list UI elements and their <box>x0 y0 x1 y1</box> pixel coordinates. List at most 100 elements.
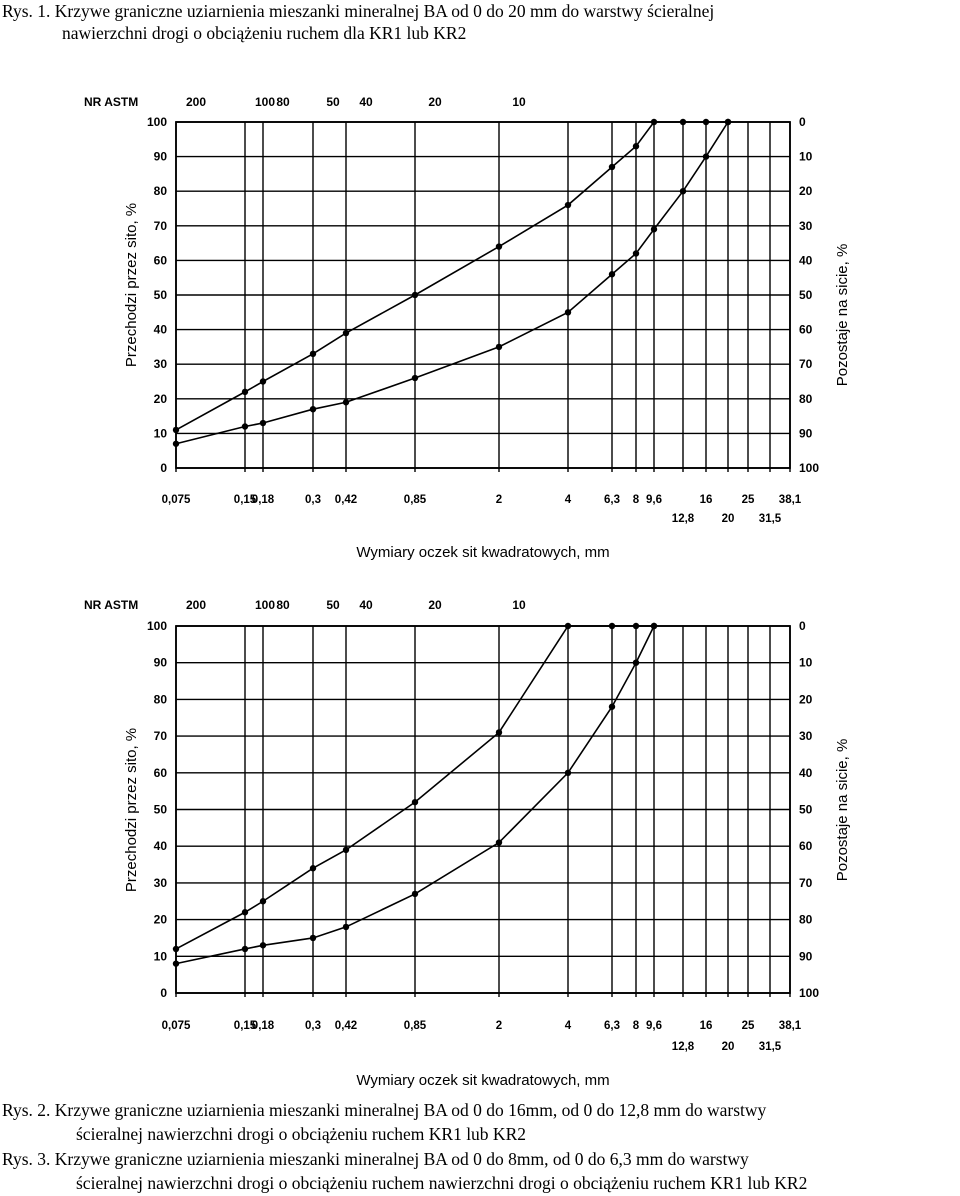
y2-tick-label: 40 <box>799 253 813 267</box>
data-point <box>411 798 419 806</box>
data-point <box>702 153 710 160</box>
x-tick-label: 0,15 <box>234 494 257 506</box>
x-axis-title: Wymiary oczek sit kwadratowych, mm <box>356 544 609 561</box>
data-point <box>608 163 616 171</box>
data-point <box>241 909 249 916</box>
data-point <box>679 118 687 126</box>
astm-label: NR ASTM <box>84 598 138 612</box>
astm-tick-label: 50 <box>326 95 340 109</box>
y-tick-label: 20 <box>154 913 168 927</box>
data-point <box>632 143 640 150</box>
x-tick-label: 4 <box>565 494 572 506</box>
x-tick-label: 8 <box>633 1020 640 1032</box>
data-point <box>411 890 419 898</box>
y-tick-label: 30 <box>154 876 168 890</box>
y2-tick-label: 50 <box>799 803 813 817</box>
astm-tick-label: 200 <box>186 95 206 109</box>
data-point <box>495 243 503 250</box>
x-tick-label: 12,8 <box>672 1041 695 1053</box>
y2-tick-label: 10 <box>799 656 813 670</box>
y2-tick-label: 10 <box>799 150 813 164</box>
y-tick-label: 60 <box>154 253 168 267</box>
astm-tick-label: 20 <box>428 95 442 109</box>
data-point <box>411 291 419 299</box>
y-tick-label: 90 <box>154 656 168 670</box>
data-point <box>259 419 267 427</box>
y2-tick-label: 100 <box>799 461 819 475</box>
x-tick-label: 31,5 <box>759 1041 782 1053</box>
y2-tick-label: 80 <box>799 392 813 406</box>
x-tick-label: 0,85 <box>404 494 427 506</box>
astm-tick-label: 80 <box>276 95 290 109</box>
x-tick-label: 0,18 <box>252 1020 275 1032</box>
x-tick-label: 25 <box>742 494 755 506</box>
data-point <box>495 839 503 846</box>
data-point <box>342 329 350 337</box>
data-point <box>411 374 419 382</box>
y-tick-label: 80 <box>154 184 168 198</box>
y2-axis-title: Pozostaje na sicie, % <box>834 739 851 882</box>
data-point <box>564 201 572 209</box>
fig1-caption-line1: Rys. 1. Krzywe graniczne uziarnienia mie… <box>2 1 715 21</box>
x-tick-label: 2 <box>496 1020 502 1032</box>
x-tick-label: 16 <box>700 1020 713 1032</box>
data-point <box>495 343 503 351</box>
x-tick-label: 0,15 <box>234 1020 257 1032</box>
x-tick-label: 12,8 <box>672 513 695 525</box>
astm-tick-label: 80 <box>276 598 290 612</box>
y-axis-title: Przechodzi przez sito, % <box>123 203 140 367</box>
astm-label: NR ASTM <box>84 95 138 109</box>
y2-tick-label: 70 <box>799 357 813 371</box>
data-point <box>702 118 710 126</box>
data-point <box>259 378 267 385</box>
y-tick-label: 10 <box>154 949 168 963</box>
y2-tick-label: 20 <box>799 692 813 706</box>
series-line <box>175 121 729 445</box>
y-tick-label: 60 <box>154 766 168 780</box>
x-tick-label: 8 <box>633 494 640 506</box>
x-tick-label: 38,1 <box>779 494 802 506</box>
x-tick-label: 9,6 <box>646 494 662 506</box>
y-tick-label: 50 <box>154 803 168 817</box>
astm-tick-label: 100 <box>255 598 275 612</box>
data-point <box>650 226 658 233</box>
grading-chart-1: NR ASTM 200 100 80 50 40 20 1001020304050607080… <box>84 95 851 561</box>
y2-tick-label: 20 <box>799 184 813 198</box>
astm-tick-label: 200 <box>186 598 206 612</box>
x-tick-label: 0,3 <box>305 494 321 506</box>
astm-tick-label: 50 <box>326 598 340 612</box>
y-tick-label: 70 <box>154 729 168 743</box>
x-tick-label: 38,1 <box>779 1020 802 1032</box>
data-point <box>632 622 640 630</box>
y2-tick-label: 40 <box>799 766 813 780</box>
fig3-caption-line1: Rys. 3. Krzywe graniczne uziarnienia mie… <box>2 1149 749 1169</box>
data-point <box>650 118 658 126</box>
y-tick-label: 0 <box>160 986 167 1000</box>
data-point <box>564 622 572 630</box>
data-point <box>679 188 687 195</box>
x-tick-label: 0,3 <box>305 1020 321 1032</box>
data-point <box>241 388 249 396</box>
x-tick-label: 6,3 <box>604 1020 620 1032</box>
y2-tick-label: 60 <box>799 323 813 337</box>
data-point <box>608 703 616 710</box>
y-tick-label: 70 <box>154 219 168 233</box>
y2-tick-label: 0 <box>799 619 806 633</box>
y-tick-label: 50 <box>154 288 168 302</box>
data-point <box>650 622 658 630</box>
data-point <box>564 769 572 776</box>
y-tick-label: 20 <box>154 392 168 406</box>
y2-tick-label: 90 <box>799 949 813 963</box>
data-point <box>309 405 317 413</box>
astm-tick-label: 20 <box>428 598 442 612</box>
grading-chart-2: NR ASTM 200 100 80 50 40 20 1001020304050607080… <box>84 598 851 1089</box>
x-tick-label: 9,6 <box>646 1020 662 1032</box>
y2-tick-label: 80 <box>799 913 813 927</box>
data-point <box>241 423 249 430</box>
x-tick-label: 20 <box>722 513 735 525</box>
y-tick-label: 80 <box>154 692 168 706</box>
x-tick-label: 2 <box>496 494 502 506</box>
x-tick-label: 4 <box>565 1020 572 1032</box>
y-tick-label: 100 <box>147 619 167 633</box>
y-tick-label: 0 <box>160 461 167 475</box>
